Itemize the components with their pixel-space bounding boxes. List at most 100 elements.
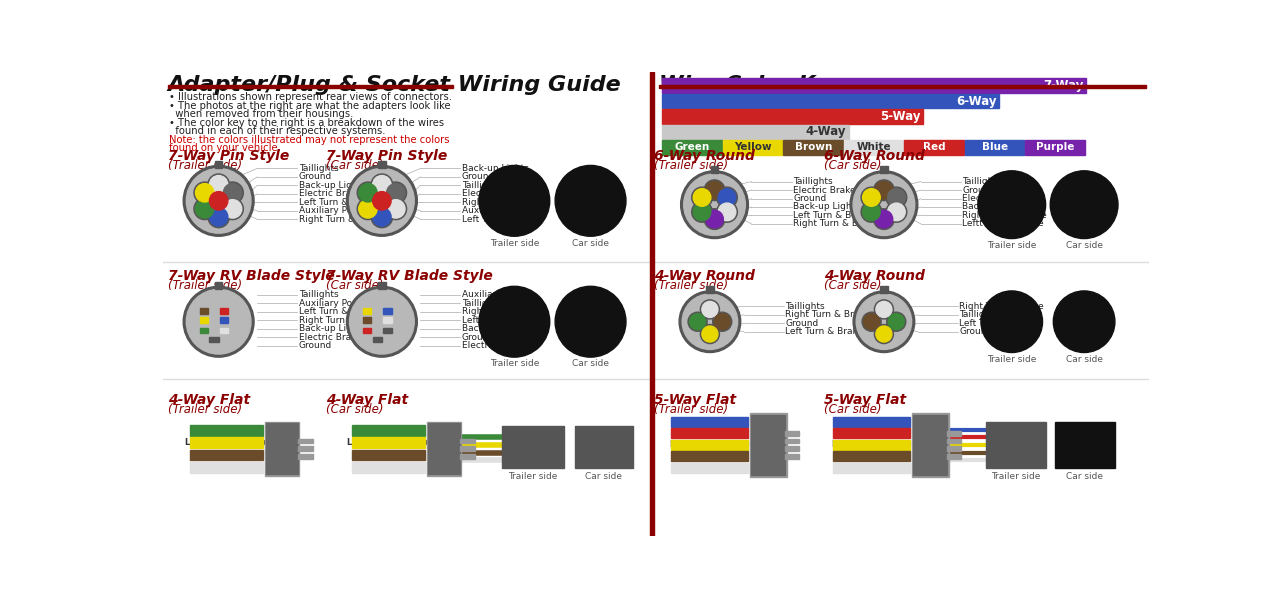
Text: Left Turn & Brake: Left Turn & Brake [832,441,911,450]
Circle shape [850,171,918,238]
Bar [833,463,910,473]
Circle shape [876,302,892,317]
Text: Right Turn & Brake: Right Turn & Brake [828,429,914,438]
Bar [986,422,1046,468]
Text: Left Turn & Brake: Left Turn & Brake [462,215,540,224]
Text: (Car side): (Car side) [824,160,882,172]
Text: Taillights: Taillights [298,164,338,173]
Text: Green: Green [675,142,710,152]
Circle shape [210,208,228,226]
Circle shape [183,166,253,236]
Bar [426,422,461,476]
Text: Car side: Car side [572,359,609,368]
Text: Ground: Ground [794,194,827,203]
Bar [947,431,961,436]
Circle shape [718,203,736,221]
Bar [672,440,749,450]
Circle shape [221,198,243,220]
Text: Yellow: Yellow [735,142,772,152]
Bar [168,84,453,88]
Circle shape [681,171,749,238]
Bar [210,337,219,343]
Text: Ground: Ground [960,327,992,337]
Circle shape [694,203,710,221]
Circle shape [887,188,905,206]
Circle shape [684,174,745,235]
Circle shape [705,210,723,228]
Bar [662,140,722,155]
Circle shape [357,182,379,203]
Circle shape [689,312,707,331]
Bar [751,415,786,476]
Bar [298,439,314,444]
Text: Ground: Ground [462,172,495,181]
Text: 7-Way RV Blade Style: 7-Way RV Blade Style [326,269,493,284]
Circle shape [886,202,906,222]
Bar [265,422,300,476]
Bar [833,452,910,462]
Bar [833,417,910,427]
Text: Right Turn & Brake: Right Turn & Brake [960,302,1044,311]
Bar [352,462,425,473]
Text: Ground: Ground [210,463,244,472]
Circle shape [854,174,915,235]
Text: Electric Brakes: Electric Brakes [963,194,1029,203]
Bar [460,447,475,451]
Bar [662,125,849,139]
Text: (Car side): (Car side) [326,279,384,293]
Circle shape [701,326,718,342]
Text: Trailer side: Trailer side [987,241,1037,250]
Circle shape [864,314,879,330]
Circle shape [371,174,393,196]
Text: Right Turn & Brake: Right Turn & Brake [667,429,753,438]
Text: Back-up Lights: Back-up Lights [963,202,1029,211]
Text: (Trailer side): (Trailer side) [168,279,242,293]
Text: Electric Brakes: Electric Brakes [462,341,529,350]
Text: Left Turn & Brake: Left Turn & Brake [462,315,540,324]
Bar [662,78,1085,93]
Text: Car side: Car side [585,472,622,481]
Text: 4-Way Flat: 4-Way Flat [326,393,408,406]
Text: Ground: Ground [694,464,727,473]
Text: Wire Color Key: Wire Color Key [659,75,844,95]
Bar [965,140,1024,155]
Bar [460,439,475,444]
Text: found in each of their respective systems.: found in each of their respective system… [169,126,385,136]
Text: 6-Way: 6-Way [956,95,997,108]
Bar [1055,422,1115,468]
Circle shape [714,314,730,330]
Bar [575,426,632,468]
Bar [200,308,209,314]
Bar [786,447,799,451]
Text: • The color key to the right is a breakdown of the wires: • The color key to the right is a breakd… [169,117,444,128]
Bar [428,423,460,474]
Text: when removed from their housings.: when removed from their housings. [169,109,353,119]
Circle shape [207,206,229,228]
Bar [191,462,264,473]
Text: White: White [856,142,891,152]
Circle shape [863,203,881,221]
Text: 5-Way: 5-Way [879,110,920,123]
Text: Taillights: Taillights [690,452,731,461]
Text: Taillights: Taillights [960,310,998,319]
Bar [672,452,749,462]
Circle shape [358,200,378,218]
Bar [786,439,799,444]
Circle shape [349,290,415,354]
Text: • Illustrations shown represent rear views of connectors.: • Illustrations shown represent rear vie… [169,92,452,102]
Circle shape [682,294,737,349]
Bar [362,327,371,333]
Bar [881,166,888,173]
Text: Red: Red [923,142,946,152]
Bar [672,463,749,473]
Circle shape [224,200,242,218]
Circle shape [861,312,881,331]
Text: (Trailer side): (Trailer side) [168,403,242,415]
Text: Right Turn & Brake: Right Turn & Brake [462,307,547,316]
Circle shape [978,171,1046,238]
Text: Ground: Ground [963,185,996,194]
Text: Auxiliary Power: Auxiliary Power [298,206,369,216]
Text: Right Turn & Brake: Right Turn & Brake [794,220,878,228]
Circle shape [876,210,892,228]
Circle shape [385,182,407,203]
